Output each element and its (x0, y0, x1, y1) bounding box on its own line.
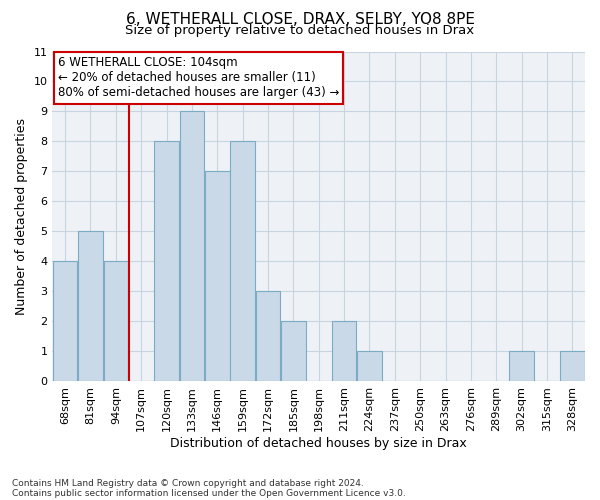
Bar (53, 262, 77, 382)
Text: Contains HM Land Registry data © Crown copyright and database right 2024.: Contains HM Land Registry data © Crown c… (12, 478, 364, 488)
Bar (154, 142, 179, 382)
Text: 6 WETHERALL CLOSE: 104sqm
← 20% of detached houses are smaller (11)
80% of semi-: 6 WETHERALL CLOSE: 104sqm ← 20% of detac… (58, 56, 339, 100)
Bar (509, 352, 534, 382)
Bar (357, 352, 382, 382)
Bar (256, 292, 280, 382)
Bar (205, 172, 230, 382)
Bar (104, 262, 128, 382)
Bar (179, 112, 204, 382)
Text: Contains public sector information licensed under the Open Government Licence v3: Contains public sector information licen… (12, 488, 406, 498)
X-axis label: Distribution of detached houses by size in Drax: Distribution of detached houses by size … (170, 437, 467, 450)
Bar (332, 322, 356, 382)
Bar (281, 322, 305, 382)
Bar (560, 352, 584, 382)
Text: 6, WETHERALL CLOSE, DRAX, SELBY, YO8 8PE: 6, WETHERALL CLOSE, DRAX, SELBY, YO8 8PE (125, 12, 475, 28)
Text: Size of property relative to detached houses in Drax: Size of property relative to detached ho… (125, 24, 475, 37)
Bar (78, 232, 103, 382)
Bar (230, 142, 255, 382)
Y-axis label: Number of detached properties: Number of detached properties (15, 118, 28, 315)
